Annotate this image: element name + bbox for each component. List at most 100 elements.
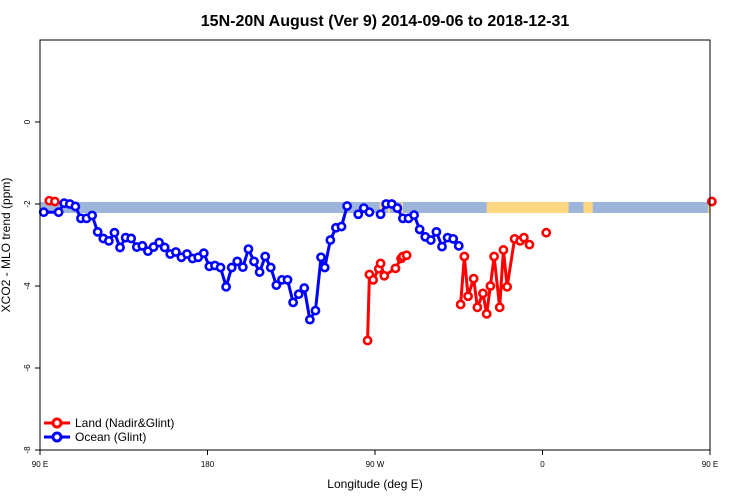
x-tick-label: 90 E [32, 460, 48, 469]
series-ocean [38, 198, 464, 325]
y-tick-label: -8 [23, 446, 32, 454]
legend-ocean-marker [51, 431, 63, 443]
background-band [40, 201, 710, 214]
series-land [44, 195, 717, 346]
legend-ocean-label: Ocean (Glint) [75, 430, 146, 444]
x-tick-label: 90 E [702, 460, 718, 469]
y-axis-label: XCO2 - MLO trend (ppm) [0, 178, 13, 313]
data-point [293, 289, 304, 300]
data-point [103, 235, 114, 246]
data-point [170, 247, 181, 257]
data-point [243, 244, 254, 254]
data-point [390, 263, 401, 274]
plot-series [38, 195, 717, 346]
band-ocean [40, 201, 710, 214]
data-point [221, 281, 232, 292]
data-point [459, 251, 470, 262]
data-point [92, 226, 103, 237]
data-point [336, 221, 347, 232]
data-point [154, 237, 165, 248]
data-point [53, 207, 64, 218]
data-point [472, 302, 483, 313]
x-tick-label: 90 W [366, 460, 385, 469]
band-land [379, 201, 384, 214]
data-point [375, 258, 386, 269]
data-point [237, 262, 248, 273]
data-point [159, 242, 170, 253]
legend-land-marker [51, 417, 63, 429]
x-tick-label: 0 [540, 460, 545, 469]
data-point [137, 240, 148, 251]
data-point [706, 196, 717, 207]
data-point [498, 245, 509, 255]
data-point [409, 210, 419, 220]
plot-frame [39, 39, 711, 451]
data-point [215, 262, 226, 273]
data-point [453, 240, 464, 251]
band-land [486, 201, 569, 214]
data-point [288, 297, 299, 308]
legend: Land (Nadir&Glint) Ocean (Glint) [44, 416, 174, 444]
data-point [368, 274, 379, 285]
band-land [708, 201, 710, 214]
y-tick-label: -2 [23, 200, 32, 208]
chart-title: 15N-20N August (Ver 9) 2014-09-06 to 201… [201, 13, 570, 30]
data-point [38, 207, 49, 218]
data-point [316, 252, 326, 263]
data-point [379, 270, 390, 281]
data-point [437, 241, 447, 252]
y-tick-label: -4 [23, 282, 32, 290]
data-point [70, 201, 81, 212]
legend-land-label: Land (Nadir&Glint) [75, 416, 174, 430]
data-point [310, 305, 321, 316]
data-point [455, 299, 466, 310]
data-point [481, 308, 492, 319]
data-point [271, 280, 282, 291]
data-point [260, 251, 271, 262]
data-point [249, 256, 259, 267]
y-tick-label: 0 [23, 119, 32, 124]
data-point [425, 235, 436, 245]
data-point [414, 224, 425, 235]
data-point [282, 274, 293, 285]
data-point [364, 207, 375, 218]
x-tick-label: 180 [201, 460, 215, 469]
data-point [463, 291, 473, 302]
data-point [478, 288, 488, 299]
data-point [489, 251, 500, 262]
data-point [254, 267, 265, 277]
data-point [541, 227, 552, 238]
data-point [87, 210, 98, 221]
data-point [518, 232, 529, 243]
y-tick-label: -6 [23, 364, 32, 372]
data-point [362, 335, 373, 346]
data-point [353, 209, 364, 220]
data-point [115, 242, 125, 253]
data-point [126, 233, 137, 244]
data-point [325, 235, 336, 245]
band-land [583, 201, 593, 214]
data-point [265, 262, 276, 273]
data-point [392, 203, 403, 213]
data-point [198, 248, 209, 259]
data-point [375, 209, 386, 220]
data-point [319, 262, 330, 273]
data-point [431, 226, 442, 237]
data-point [448, 233, 459, 244]
data-point [401, 250, 412, 261]
data-point [49, 196, 60, 207]
data-point [304, 314, 315, 325]
x-axis-label: Longitude (deg E) [327, 477, 422, 491]
data-point [502, 281, 513, 292]
data-point [494, 302, 505, 313]
data-point [485, 281, 496, 291]
data-point [524, 239, 535, 250]
axes: 90 E 180 90 W 0 90 E 0 -2 -4 -6 -8 [23, 119, 718, 469]
data-point [109, 227, 120, 238]
data-point [468, 273, 479, 284]
data-point [226, 262, 237, 273]
data-point [232, 256, 243, 267]
data-point [299, 283, 310, 293]
